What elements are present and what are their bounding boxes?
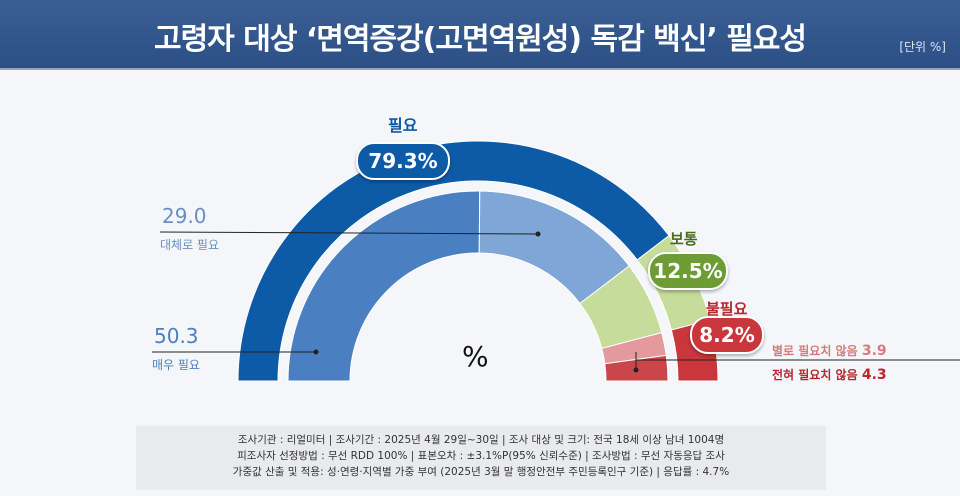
label-very-need: 매우 필요	[152, 358, 200, 372]
value-somewhat-need: 29.0	[162, 204, 207, 228]
label-unneeded: 불필요	[706, 300, 748, 318]
center-percent: %	[462, 340, 489, 373]
leader-somewhat-need-dot	[535, 231, 541, 237]
label-need: 필요	[388, 116, 418, 135]
label-not-much: 별로 필요치 않음 3.9	[772, 343, 887, 359]
survey-notes: 조사기관 : 리얼미터 | 조사기간 : 2025년 4월 29일~30일 | …	[136, 426, 826, 490]
note-line: 가중값 산출 및 적용: 성·연령·지역별 가중 부여 (2025년 3월 말 …	[232, 466, 730, 478]
unit-label: [단위 %]	[899, 40, 946, 54]
page-title: 고령자 대상 ‘면역증강(고면역원성) 독감 백신’ 필요성	[153, 22, 807, 57]
inner-segment-0	[287, 190, 481, 382]
value-very-need: 50.3	[154, 324, 199, 348]
label-somewhat-need: 대체로 필요	[160, 238, 220, 252]
pill-unneeded: 8.2%	[690, 316, 764, 354]
pill-neutral: 12.5%	[648, 252, 728, 290]
leader-very-need-dot	[313, 349, 319, 355]
outer-segment-0	[237, 140, 670, 382]
label-neutral: 보통	[670, 230, 698, 248]
note-line: 피조사자 선정방법 : 무선 RDD 100% | 표본오차 : ±3.1%P(…	[237, 450, 725, 462]
pill-need: 79.3%	[356, 142, 450, 180]
title-bar: 고령자 대상 ‘면역증강(고면역원성) 독감 백신’ 필요성 [단위 %]	[0, 0, 960, 70]
leader-small-dot	[633, 367, 639, 373]
note-line: 조사기관 : 리얼미터 | 조사기간 : 2025년 4월 29일~30일 | …	[237, 434, 725, 446]
label-not-at-all: 전혀 필요치 않음 4.3	[772, 367, 887, 383]
leader-somewhat-need	[159, 231, 539, 235]
